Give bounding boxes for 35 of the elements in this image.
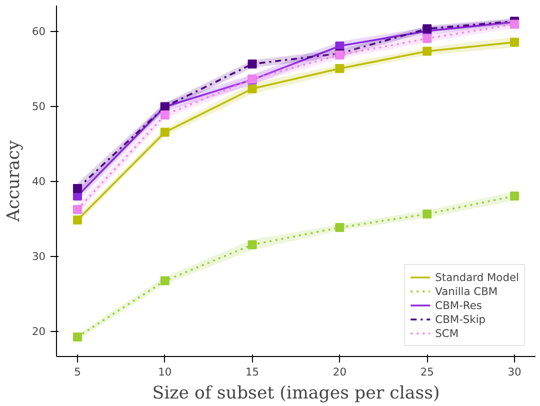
point <box>510 38 520 47</box>
point <box>72 205 82 214</box>
point <box>160 110 170 120</box>
point <box>510 192 520 200</box>
x-tick-label: 30 <box>508 366 522 378</box>
point <box>422 46 432 56</box>
point <box>422 210 432 218</box>
legend-label: SCM <box>435 326 459 340</box>
x-tick-label: 25 <box>420 366 434 378</box>
y-tick-label: 40 <box>32 175 46 188</box>
x-tick-label: 10 <box>158 366 172 378</box>
point <box>72 184 82 193</box>
y-tick-label: 60 <box>32 25 46 38</box>
legend-label: CBM-Skip <box>435 312 486 326</box>
y-axis-title: Accuracy <box>4 140 24 223</box>
x-tick-label: 5 <box>74 366 81 378</box>
point <box>72 216 82 224</box>
point <box>248 240 257 250</box>
legend-label: Standard Model <box>435 270 519 284</box>
y-tick-label: 50 <box>32 100 46 113</box>
point <box>335 64 344 73</box>
point <box>335 223 344 232</box>
legend-label: CBM-Res <box>435 298 482 312</box>
point <box>422 34 432 43</box>
legend-label: Vanilla CBM <box>435 284 498 298</box>
y-tick-label: 20 <box>32 325 46 338</box>
x-tick-label: 15 <box>246 366 260 378</box>
point <box>248 84 257 94</box>
point <box>160 276 170 286</box>
y-tick-label: 30 <box>32 250 46 263</box>
point <box>72 332 82 342</box>
point <box>160 128 170 137</box>
point <box>510 20 520 29</box>
x-axis-title: Size of subset (images per class) <box>152 384 440 404</box>
x-tick-label: 20 <box>332 366 347 378</box>
